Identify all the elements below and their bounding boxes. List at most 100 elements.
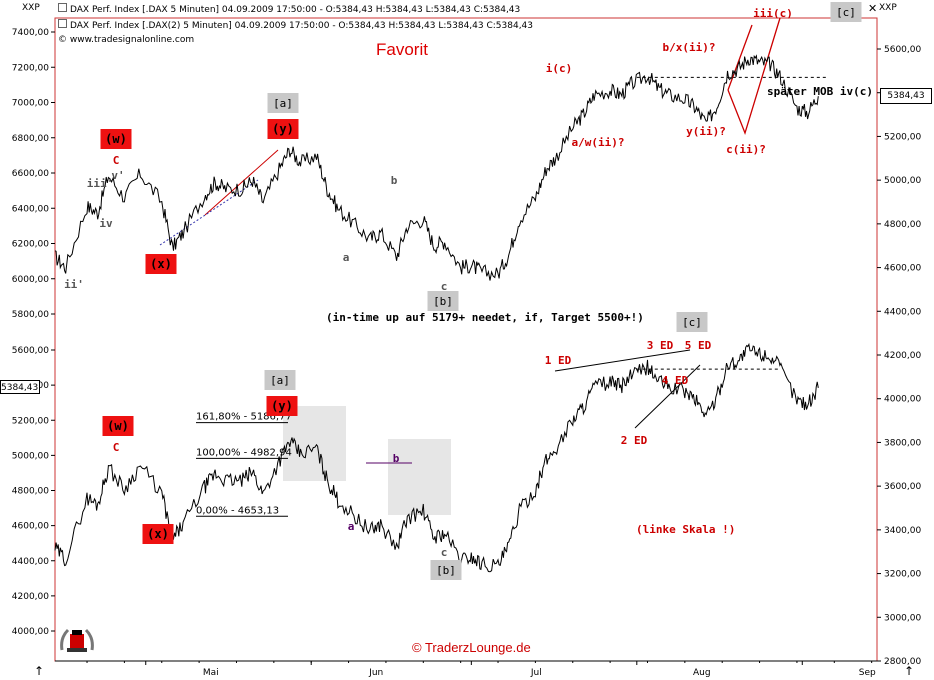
upper-wave-label: (x) bbox=[150, 257, 172, 271]
ed-line bbox=[634, 364, 701, 429]
checkbox-icon[interactable] bbox=[58, 19, 67, 28]
lower-wave-label: 2 ED bbox=[621, 434, 648, 447]
upper-wave-label-box bbox=[267, 119, 299, 139]
lower-wave-label-box bbox=[102, 416, 134, 436]
y-tick-label: 4400,00 bbox=[12, 557, 49, 567]
x-tick-label: Mai bbox=[203, 668, 219, 678]
upper-wave-label: (y) bbox=[272, 122, 294, 136]
upper-note: (in-time up auf 5179+ needet, if, Target… bbox=[326, 311, 644, 324]
x-tick-label: Jun bbox=[368, 668, 383, 678]
y-right-tick-label: 4800,00 bbox=[884, 220, 921, 230]
upper-wave-label: y(ii)? bbox=[686, 125, 726, 138]
header-line-1: DAX Perf. Index [.DAX 5 Minuten] 04.09.2… bbox=[58, 3, 520, 15]
last-price-badge-right: 5384,43 bbox=[880, 88, 932, 104]
logo-icon bbox=[58, 626, 96, 656]
lower-wave-label: c bbox=[441, 546, 448, 559]
upper-wave-label: ii' bbox=[64, 278, 84, 291]
upper-wave-label: a/w(ii)? bbox=[572, 136, 625, 149]
lower-wave-label: [b] bbox=[436, 564, 456, 577]
y-right-tick-label: 3600,00 bbox=[884, 482, 921, 492]
y-right-tick-label: 5000,00 bbox=[884, 176, 921, 186]
upper-wave-label-box bbox=[427, 291, 459, 311]
gray-zone-box bbox=[388, 439, 451, 515]
y-tick-label: 4800,00 bbox=[12, 487, 49, 497]
y-tick-label: 5000,00 bbox=[12, 451, 49, 461]
y-tick-label: 4000,00 bbox=[12, 627, 49, 637]
y-right-tick-label: 3000,00 bbox=[884, 613, 921, 623]
lower-wave-label: C bbox=[113, 441, 120, 454]
y-right-tick-label: 4200,00 bbox=[884, 351, 921, 361]
ed-line bbox=[554, 349, 691, 372]
upper-wave-label: b bbox=[391, 174, 398, 187]
y-right-tick-label: 4600,00 bbox=[884, 264, 921, 274]
lower-wave-label: [c] bbox=[682, 316, 702, 329]
lower-wave-label: (w) bbox=[107, 419, 129, 433]
last-price-badge-left: 5384,43 bbox=[0, 380, 40, 394]
x-tick-label: Aug bbox=[693, 668, 711, 678]
upper-wave-label: iv bbox=[99, 217, 113, 230]
channel-line bbox=[159, 179, 259, 246]
upper-wave-label-box bbox=[830, 2, 862, 22]
corner-label-right: XXP bbox=[879, 3, 897, 13]
y-right-tick-label: 3400,00 bbox=[884, 526, 921, 536]
y-right-tick-label: 5200,00 bbox=[884, 132, 921, 142]
y-tick-label: 7200,00 bbox=[12, 63, 49, 73]
upper-wave-label: C bbox=[113, 154, 120, 167]
plot-frame bbox=[54, 17, 878, 662]
y-tick-label: 6200,00 bbox=[12, 240, 49, 250]
upper-wave-label: c(ii)? bbox=[726, 143, 766, 156]
scroll-up-arrow-icon[interactable]: ↑ bbox=[34, 664, 45, 678]
lower-wave-label-box bbox=[676, 312, 708, 332]
lower-wave-label: [a] bbox=[270, 374, 290, 387]
y-tick-label: 6800,00 bbox=[12, 134, 49, 144]
upper-wave-label-box bbox=[145, 254, 177, 274]
lower-wave-label: (x) bbox=[147, 527, 169, 541]
upper-wave-label: v' bbox=[111, 169, 124, 182]
copyright-text: © www.tradesignalonline.com bbox=[58, 35, 195, 45]
x-tick-label: Sep bbox=[859, 668, 876, 678]
lower-wave-label: 5 ED bbox=[685, 339, 712, 352]
y-tick-label: 6000,00 bbox=[12, 275, 49, 285]
footer-brand: © TraderzLounge.de bbox=[412, 640, 531, 655]
upper-price-line bbox=[54, 54, 819, 281]
lower-wave-label: 4 ED bbox=[662, 374, 689, 387]
close-icon[interactable]: ✕ bbox=[868, 2, 878, 15]
lower-wave-label: (y) bbox=[271, 399, 293, 413]
upper-wave-label: [a] bbox=[273, 97, 293, 110]
lower-note: (linke Skala !) bbox=[636, 523, 736, 536]
header-line-2: DAX Perf. Index [.DAX(2) 5 Minuten] 04.0… bbox=[58, 19, 533, 31]
y-tick-label: 6400,00 bbox=[12, 204, 49, 214]
corner-label-left: XXP bbox=[22, 3, 40, 13]
y-right-tick-label: 4000,00 bbox=[884, 395, 921, 405]
lower-wave-label: a bbox=[348, 520, 355, 533]
projection-path-alt bbox=[727, 24, 753, 91]
fib-label: 100,00% - 4982,94 bbox=[196, 447, 292, 458]
upper-wave-label-box bbox=[267, 93, 299, 113]
y-right-tick-label: 5600,00 bbox=[884, 45, 921, 55]
y-right-tick-label: 3800,00 bbox=[884, 438, 921, 448]
y-tick-label: 5600,00 bbox=[12, 346, 49, 356]
checkbox-icon[interactable] bbox=[58, 3, 67, 12]
gray-zone-box bbox=[283, 406, 346, 481]
upper-wave-label: [b] bbox=[433, 295, 453, 308]
upper-wave-label: b/x(ii)? bbox=[663, 41, 716, 54]
upper-wave-label: i(c) bbox=[546, 62, 573, 75]
upper-wave-label: iii(c) bbox=[753, 7, 793, 20]
upper-wave-label: später MOB iv(c) bbox=[767, 85, 873, 98]
lower-wave-label: b bbox=[393, 452, 400, 465]
lower-wave-label-box bbox=[430, 560, 462, 580]
fib-label: 0,00% - 4653,13 bbox=[196, 505, 279, 516]
y-tick-label: 4200,00 bbox=[12, 592, 49, 602]
lower-wave-label: 1 ED bbox=[545, 354, 572, 367]
y-tick-label: 7400,00 bbox=[12, 28, 49, 38]
lower-wave-label-box bbox=[266, 396, 298, 416]
fib-label: 161,80% - 5186,77 bbox=[196, 412, 292, 423]
y-tick-label: 6600,00 bbox=[12, 169, 49, 179]
chart-title: Favorit bbox=[376, 40, 428, 59]
scroll-up-arrow-right-icon[interactable]: ↑ bbox=[904, 664, 915, 678]
upper-wave-label: c bbox=[441, 280, 448, 293]
upper-wave-label: iii' bbox=[87, 177, 114, 190]
y-right-tick-label: 2800,00 bbox=[884, 657, 921, 667]
channel-line bbox=[204, 149, 279, 216]
x-tick-label: Jul bbox=[530, 668, 542, 678]
